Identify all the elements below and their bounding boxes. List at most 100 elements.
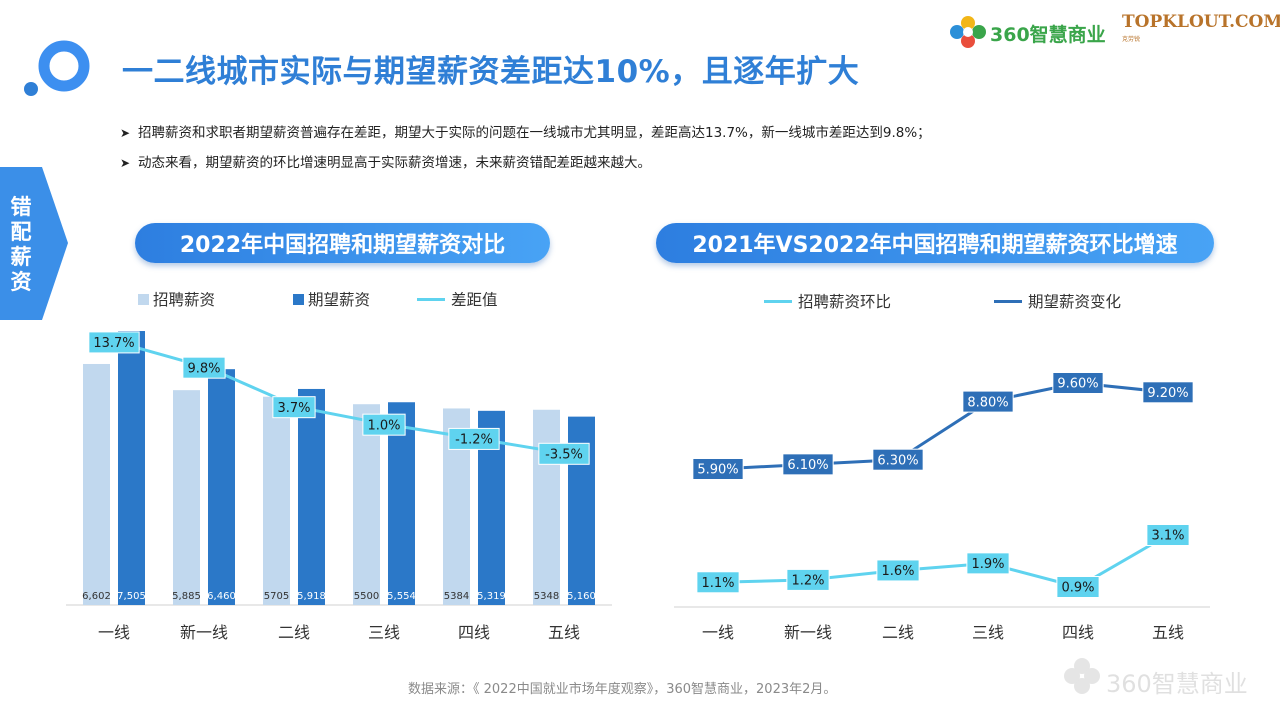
expected-change-data-label: 8.80% [967,395,1008,410]
gap-data-label: 13.7% [93,336,134,351]
legend-label: 期望薪资变化 [1028,293,1122,311]
recruit-change-data-label-box [876,559,920,582]
gap-data-label: 3.7% [277,401,310,416]
x-tick-label: 四线 [458,623,490,642]
gap-data-label-box [272,396,316,419]
bar-recruit [83,363,110,605]
expected-change-data-label-box [962,390,1014,413]
expected-change-data-label: 9.60% [1057,377,1098,392]
recruit-change-data-label-box [696,571,740,594]
legend-item: 期望薪资 [293,288,370,310]
logo-topklout: TOPKLOUT.COM 克劳锐 [1122,12,1280,48]
bar-value-label: 5500 [354,591,379,602]
gap-data-label-box [88,331,140,354]
recruit-change-data-label-box [786,568,830,591]
logo-topklout-sub: 克劳锐 [1122,36,1141,43]
recruit-change-data-label: 3.1% [1151,529,1184,544]
x-tick-label: 五线 [1152,623,1184,642]
side-tab-label: 错配薪资 [10,195,32,294]
watermark-flower-icon [1064,658,1100,694]
bar-expected [298,388,325,605]
legend-line [417,297,445,301]
bullet-arrow-icon: ➤ [120,126,131,140]
recruit-change-data-label: 1.9% [971,557,1004,572]
bullet-text: 招聘薪资和求职者期望薪资普遍存在差距，期望大于实际的问题在一线城市尤其明显，差距… [138,125,931,141]
recruit-change-line [717,533,1169,589]
flower-icon [950,16,986,48]
gap-data-label-box [448,427,500,450]
gap-data-label: 9.8% [187,361,220,376]
bar-value-label: 5,918 [297,591,326,602]
logo-360: 360智慧商业 [948,14,1108,50]
expected-change-data-label-box [782,453,834,476]
recruit-change-data-label: 1.2% [791,574,824,589]
x-tick-label: 新一线 [180,623,228,642]
gap-data-label-box [362,413,406,436]
gap-data-label: 1.0% [367,418,400,433]
bar-value-label: 5384 [444,591,469,602]
gap-data-label: -1.2% [455,433,493,448]
bar-recruit [533,409,560,605]
bar-value-label: 5,885 [172,591,201,602]
bar-value-label: 5,160 [567,591,596,602]
bar-value-label: 5348 [534,591,559,602]
bullet-arrow-icon: ➤ [120,156,131,170]
bar-value-label: 6,460 [207,591,236,602]
expected-change-data-label-box [1052,372,1104,394]
bar-value-label: 6,602 [82,591,111,602]
left-chart: 6,602 7,505 一线 5,885 6,460 新一线 5705 5,918 二线 5500… [66,331,612,642]
x-tick-label: 一线 [98,623,130,642]
recruit-change-data-label: 1.1% [701,576,734,591]
bar-expected [388,402,415,605]
legend-label: 期望薪资 [308,291,371,309]
right-chart-title: 2021年VS2022年中国招聘和期望薪资环比增速 [656,223,1214,263]
bar-expected [118,331,145,605]
recruit-change-data-label-box [1056,576,1100,598]
expected-change-data-label: 9.20% [1147,386,1188,401]
recruit-change-data-label-box [966,552,1010,575]
page-title: 一二线城市实际与期望薪资差距达10%，且逐年扩大 [122,54,860,90]
left-chart-title: 2022年中国招聘和期望薪资对比 [135,223,550,263]
legend-item: 招聘薪资 [138,288,215,310]
expected-change-data-label: 6.30% [877,453,918,468]
x-tick-label: 二线 [278,623,310,642]
gap-data-label-box [538,442,590,465]
expected-change-data-label: 6.10% [787,458,828,473]
bar-value-label: 5,554 [387,591,416,602]
x-tick-label: 五线 [548,623,580,642]
bullet-text: 动态来看，期望薪资的环比增速明显高于实际薪资增速，未来薪资错配差距越来越大。 [138,155,651,171]
gap-data-label: -3.5% [545,447,583,462]
legend-label: 差距值 [451,291,498,309]
recruit-change-data-label: 0.9% [1061,581,1094,596]
source-note: 数据来源：《 2022中国就业市场年度观察》，360智慧商业，2023年2月。 [408,682,837,697]
legend-swatch [293,293,304,305]
x-tick-label: 四线 [1062,623,1094,642]
legend-line [764,299,792,303]
x-tick-label: 新一线 [784,623,832,642]
bar-recruit [173,390,200,605]
legend-item: 招聘薪资环比 [764,290,891,312]
expected-change-data-label-box [692,458,744,480]
side-tab: 错配薪资 [0,167,70,320]
expected-change-data-label-box [872,448,924,471]
bar-recruit [263,396,290,605]
bar-value-label: 5,319 [477,591,506,602]
bullet-item: ➤ 动态来看，期望薪资的环比增速明显高于实际薪资增速，未来薪资错配差距越来越大。 [120,151,651,171]
watermark-text: 360智慧商业 [1106,670,1248,698]
x-tick-label: 二线 [882,623,914,642]
bar-expected [208,369,235,605]
legend-swatch [138,293,149,305]
legend-line [994,299,1022,303]
expected-change-data-label: 5.90% [697,463,738,478]
legend-item: 差距值 [417,288,498,310]
right-chart: 一线 新一线 二线 三线 四线 五线 5.90% 6.10% 6.30% 8.80% 9.60% 9.… [674,372,1210,642]
bar-value-label: 5705 [264,591,289,602]
logo-topklout-text: TOPKLOUT.COM [1122,12,1280,32]
recruit-change-data-label-box [1146,524,1190,546]
x-tick-label: 三线 [972,623,1004,642]
recruit-change-data-label: 1.6% [881,564,914,579]
bar-value-label: 7,505 [117,591,146,602]
legend-item: 期望薪资变化 [994,290,1121,312]
x-tick-label: 三线 [368,623,400,642]
watermark: 360智慧商业 [1062,656,1272,702]
